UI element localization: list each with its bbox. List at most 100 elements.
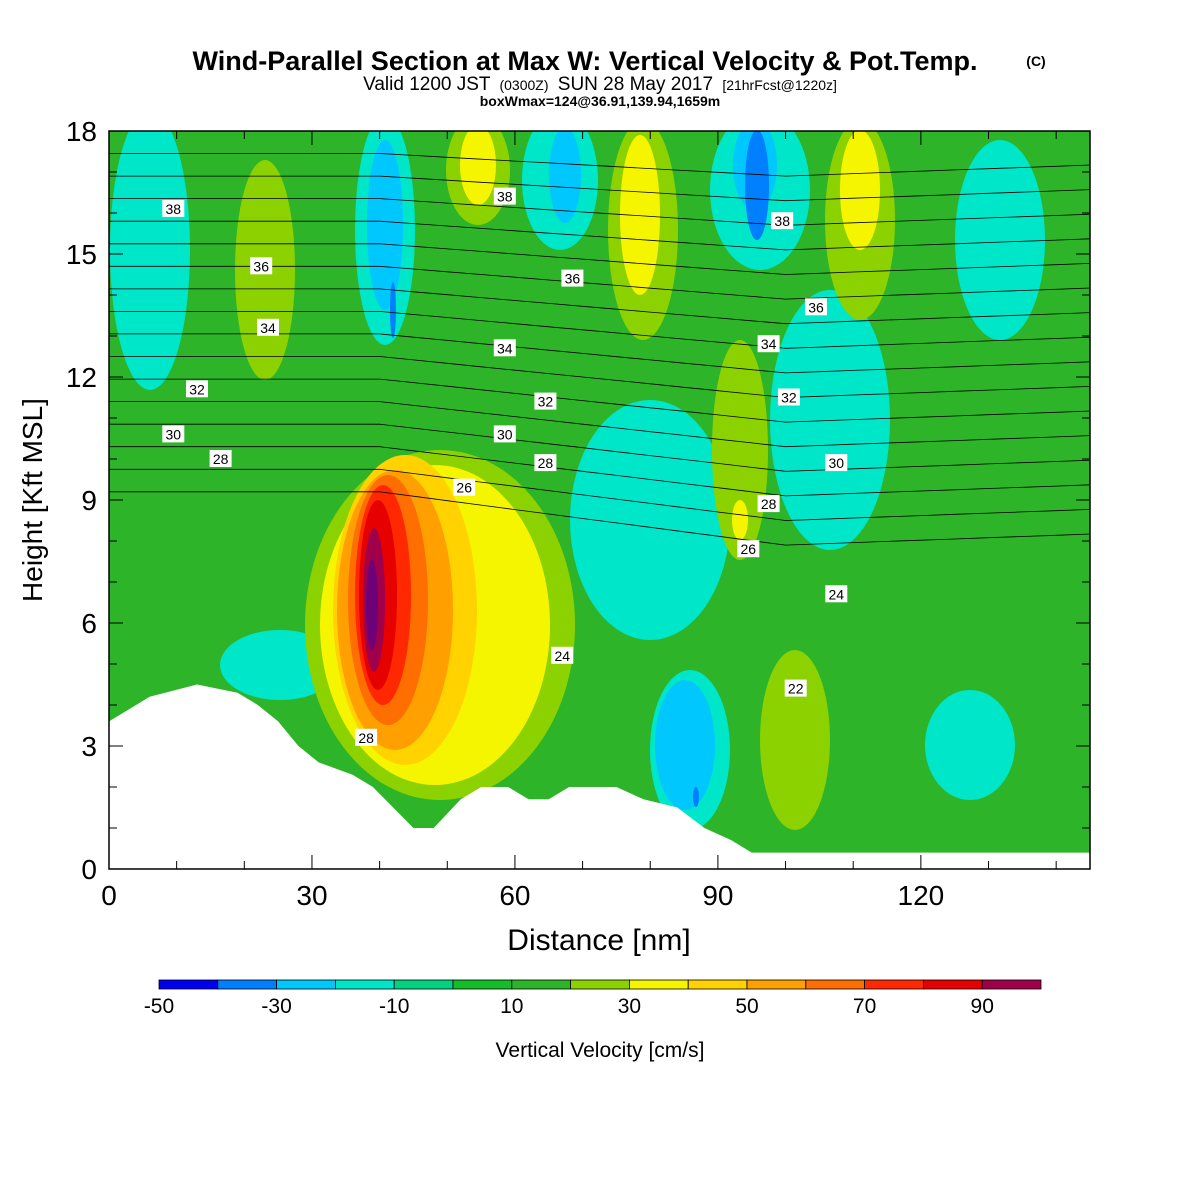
velocity-shade-1 (367, 140, 403, 310)
contour-label-box (493, 339, 516, 357)
colorbar-tick-label: 50 (735, 995, 758, 1018)
theta-contour-line (109, 265, 1090, 300)
colorbar-tick-label: 10 (500, 995, 523, 1018)
colorbar-label: Vertical Velocity [cm/s] (496, 1039, 705, 1062)
contour-label-text: 30 (829, 455, 845, 471)
contour-label-box (162, 425, 185, 443)
contour-label-box (453, 478, 476, 496)
title-block: Wind-Parallel Section at Max W: Vertical… (193, 46, 1046, 109)
velocity-shade-15 (925, 690, 1015, 800)
theta-contour-line (109, 153, 1090, 177)
contour-label: 36 (250, 257, 273, 275)
contour-label: 28 (355, 728, 378, 746)
colorbar-swatch (570, 979, 630, 990)
contour-label-box (777, 388, 800, 406)
contour-label-text: 28 (213, 451, 229, 467)
contour-label: 30 (162, 425, 185, 443)
contour-label: 30 (493, 425, 516, 443)
colorbar-tick-label: 70 (853, 995, 876, 1018)
contour-label-text: 28 (761, 496, 777, 512)
contour-label: 28 (209, 450, 232, 467)
contour-label-box (561, 269, 584, 287)
colorbar-swatch (334, 979, 395, 990)
colorbar-tick-label: -30 (261, 995, 291, 1018)
velocity-shade-14 (693, 787, 699, 807)
colorbar-swatch (687, 979, 748, 990)
contour-label: 30 (825, 454, 848, 472)
contour-label-text: 28 (538, 455, 554, 471)
y-tick-label: 9 (81, 485, 97, 516)
theta-contour-line (109, 310, 1090, 349)
contour-label-text: 22 (788, 681, 804, 697)
contour-label-text: 36 (565, 271, 581, 287)
colorbar-swatch (864, 979, 924, 990)
velocity-shade-2 (390, 282, 396, 338)
velocity-shade-4 (549, 131, 581, 223)
colorbar-swatch (452, 979, 513, 990)
contour-label-text: 30 (497, 426, 513, 442)
theta-contour-line (109, 243, 1090, 275)
colorbar-swatch (923, 979, 983, 990)
y-tick-label: 18 (66, 116, 97, 147)
contour-label: 34 (493, 339, 516, 357)
valid-date: SUN 28 May 2017 (558, 74, 713, 95)
theta-contour-line (109, 491, 1090, 546)
velocity-shade-10 (770, 290, 890, 550)
contour-label-text: 32 (189, 381, 205, 397)
contour-label-text: 34 (497, 340, 513, 356)
contour-label-box (825, 454, 848, 472)
contour-label: 22 (784, 679, 807, 697)
contour-label-text: 26 (741, 541, 757, 557)
contour-label: 28 (757, 495, 780, 513)
contour-label: 26 (737, 540, 760, 558)
velocity-shade-5 (110, 131, 190, 390)
x-tick-label: 0 (101, 880, 117, 911)
contour-label-box (534, 454, 557, 472)
copyright-mark: (C) (1026, 53, 1045, 69)
y-tick-label: 15 (66, 239, 97, 270)
contour-label: 32 (534, 392, 557, 410)
valid-forecast: [21hrFcst@1220z] (722, 77, 837, 93)
x-axis: 0 30 60 90 120 (101, 131, 1057, 911)
colorbar-swatch (629, 979, 689, 990)
y-tick-label: 6 (81, 608, 97, 639)
contour-label-text: 32 (781, 390, 797, 406)
theta-contour-line (109, 288, 1090, 325)
contour-label-box (355, 728, 378, 746)
colorbar-swatch (393, 979, 454, 990)
theta-contour-line (109, 356, 1090, 398)
boxwmax-line: boxWmax=124@36.91,139.94,1659m (480, 93, 721, 109)
theta-contour-line (109, 198, 1090, 226)
contour-label-box (534, 392, 557, 410)
colorbar-swatch (158, 979, 219, 990)
velocity-shade-35 (366, 560, 378, 650)
contour-label-box (737, 540, 760, 558)
theta-contour-line (109, 423, 1090, 472)
colorbar-swatch (981, 979, 1042, 990)
velocity-shade-9 (955, 140, 1045, 340)
contour-label: 32 (186, 380, 208, 398)
colorbar-swatch (217, 979, 278, 990)
colorbar-tick-label: -10 (379, 995, 409, 1018)
x-tick-label: 60 (499, 880, 530, 911)
terrain-mask (109, 684, 1090, 869)
colorbar: -50 -30 -10 10 30 50 70 90 (144, 979, 1042, 1018)
contour-label: 28 (534, 454, 557, 472)
theta-contour-line (109, 220, 1090, 251)
theta-contour-line (109, 468, 1090, 521)
colorbar-swatch (805, 979, 865, 990)
contour-label-text: 24 (555, 648, 571, 664)
chart-title: Wind-Parallel Section at Max W: Vertical… (193, 46, 978, 76)
x-tick-label: 30 (296, 880, 327, 911)
contour-label: 24 (551, 646, 574, 664)
contour-label: 38 (162, 199, 185, 217)
y-tick-label: 3 (81, 731, 97, 762)
velocity-shade-26 (760, 650, 830, 830)
contour-label-box (757, 335, 780, 353)
contour-label-text: 26 (456, 480, 472, 496)
velocity-field (110, 131, 1045, 830)
velocity-shade-21 (620, 135, 660, 295)
theta-contour-line (109, 378, 1090, 423)
colorbar-tick-label: 90 (971, 995, 994, 1018)
